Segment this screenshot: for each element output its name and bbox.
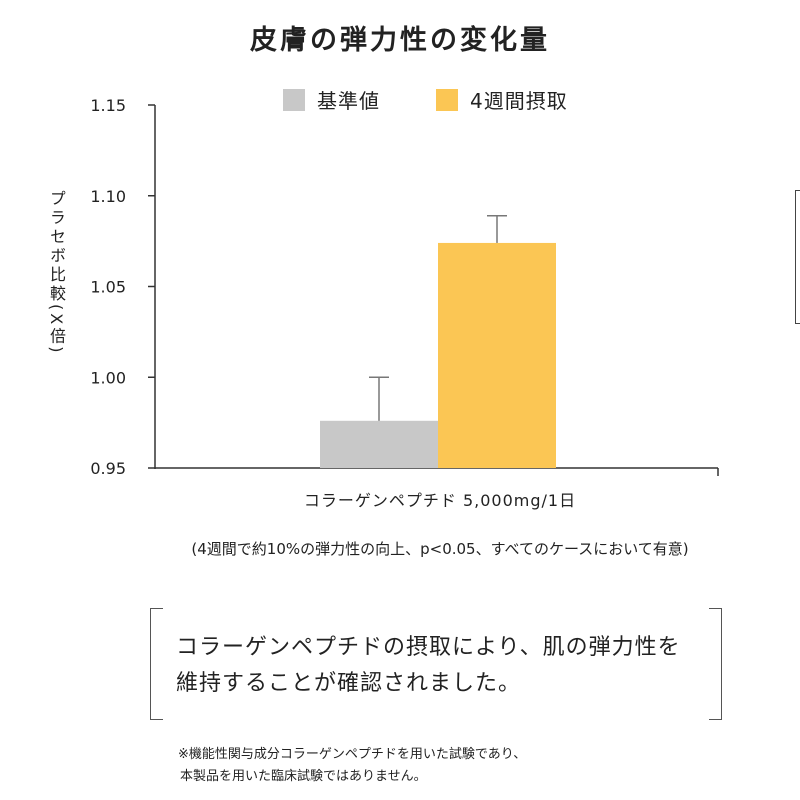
callout-line-2: 維持することが確認されました。: [176, 671, 522, 696]
significance-note: (4週間で約10%の弾力性の向上、p<0.05、すべてのケースにおいて有意): [191, 540, 689, 558]
y-tick-label: 1.10: [90, 187, 126, 206]
chart-axes: 0.95 1.00 1.05 1.10 1.15: [90, 96, 719, 478]
legend-swatch: [436, 89, 458, 111]
footnote-line-2: 本製品を用いた臨床試験ではありません。: [180, 769, 427, 784]
chart-legend: 基準値 4週間摂取: [283, 89, 568, 113]
x-axis-category-label: コラーゲンペプチド 5,000mg/1日: [303, 491, 577, 510]
chart-bars: [320, 214, 556, 468]
legend-label: 4週間摂取: [470, 89, 568, 113]
chart-title: 皮膚の弾力性の変化量: [250, 25, 550, 56]
y-tick-label: 0.95: [90, 459, 126, 478]
y-tick-label: 1.00: [90, 368, 126, 387]
bar-four-weeks: [438, 242, 556, 468]
footnote-line-1: ※機能性関与成分コラーゲンペプチドを用いた試験であり、: [178, 747, 527, 762]
callout-box: コラーゲンペプチドの摂取により、肌の弾力性を 維持することが確認されました。: [150, 608, 722, 720]
footnote: ※機能性関与成分コラーゲンペプチドを用いた試験であり、 本製品を用いた臨床試験で…: [178, 744, 526, 788]
legend-swatch: [283, 89, 305, 111]
right-bracket: [709, 608, 722, 720]
legend-label: 基準値: [317, 89, 380, 113]
callout-line-1: コラーゲンペプチドの摂取により、肌の弾力性を: [176, 635, 681, 660]
y-axis-label: プラセボ比較(X倍): [47, 190, 66, 356]
y-tick-label: 1.15: [90, 96, 126, 115]
left-bracket: [150, 608, 163, 720]
edge-bracket-fragment: [795, 190, 800, 324]
y-tick-label: 1.05: [90, 278, 126, 297]
callout-text: コラーゲンペプチドの摂取により、肌の弾力性を 維持することが確認されました。: [176, 630, 706, 702]
bar-baseline: [320, 420, 438, 468]
